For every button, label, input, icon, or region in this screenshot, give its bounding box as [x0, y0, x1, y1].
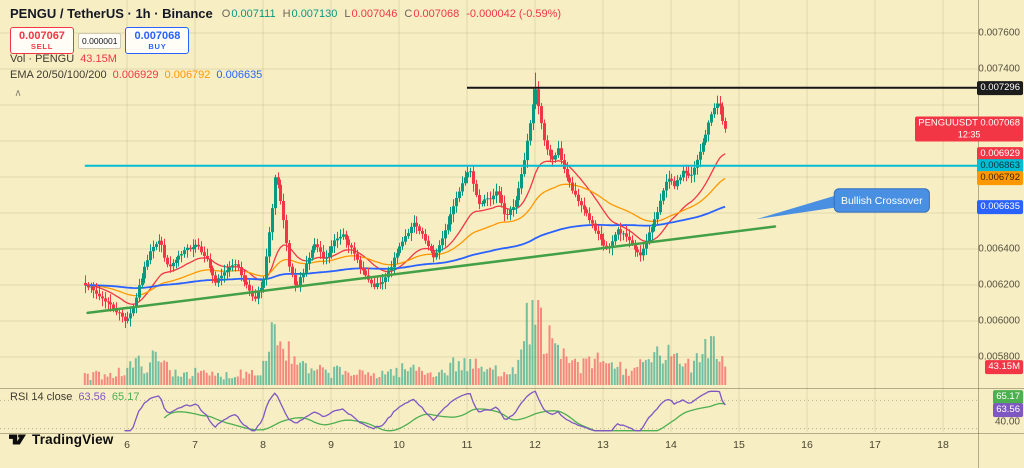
- tradingview-logo-text: TradingView: [32, 432, 114, 447]
- ema-50-line: [84, 177, 726, 297]
- rsi-tick-40.00: 40.00: [994, 416, 1020, 428]
- title-row: PENGU / TetherUS · 1h · Binance O0.00711…: [10, 6, 561, 21]
- symbol-title[interactable]: PENGU / TetherUS · 1h · Binance: [10, 6, 213, 21]
- time-tick-16: 16: [801, 439, 813, 451]
- rsi-badge-65.17: 65.17: [993, 389, 1023, 404]
- price-tick-0.007400: 0.007400: [978, 63, 1020, 75]
- volume-legend[interactable]: Vol · PENGU 43.15M: [10, 53, 117, 65]
- ohlc-l: L0.007046: [344, 7, 398, 20]
- price-change: -0.000042 (-0.59%): [466, 7, 562, 20]
- ema-200-line: [84, 205, 726, 290]
- volume-badge: 43.15M: [985, 359, 1023, 374]
- rsi-pane: [0, 390, 978, 432]
- price-tick-0.005800: 0.005800: [978, 351, 1020, 363]
- time-tick-8: 8: [260, 439, 266, 451]
- time-tick-13: 13: [597, 439, 609, 451]
- time-axis[interactable]: 6 7 8 9 10 11 12 13 14 15 16 17 18: [0, 433, 978, 468]
- candles: [84, 72, 727, 328]
- price-tick-0.006000: 0.006000: [978, 315, 1020, 327]
- buy-price: 0.007068: [134, 30, 181, 42]
- sell-label: SELL: [30, 41, 54, 51]
- rsi-legend-values: 63.56 65.17: [78, 391, 145, 403]
- time-tick-11: 11: [461, 439, 473, 451]
- time-tick-10: 10: [393, 439, 405, 451]
- ema-value-0: 0.006929: [112, 69, 159, 81]
- ema-lines: [84, 153, 726, 305]
- time-tick-18: 18: [937, 439, 949, 451]
- volume-legend-label: Vol · PENGU: [10, 53, 75, 65]
- ohlc-h: H0.007130: [282, 7, 338, 20]
- ohlc-c: C0.007068: [404, 7, 460, 20]
- rsi-value-0: 63.56: [78, 391, 106, 403]
- price-tick-0.006200: 0.006200: [978, 279, 1020, 291]
- rsi-legend[interactable]: RSI 14 close 63.56 65.17: [10, 391, 145, 403]
- tradingview-logo[interactable]: TradingView: [8, 430, 113, 449]
- ema-value-1: 0.006792: [164, 69, 211, 81]
- spread-value: 0.000001: [78, 32, 122, 49]
- price-badge-ema200: 0.006635: [977, 199, 1023, 214]
- gridlines: [0, 0, 978, 432]
- ema-legend-values: 0.006929 0.006792 0.006635: [113, 69, 269, 81]
- time-tick-7: 7: [192, 439, 198, 451]
- sell-button[interactable]: 0.007067 SELL: [10, 27, 74, 55]
- callout-text: Bullish Crossover: [841, 195, 923, 207]
- rsi-line: [124, 390, 726, 432]
- price-badge-ema50: 0.006792: [977, 171, 1023, 186]
- time-tick-17: 17: [869, 439, 881, 451]
- price-tick-0.006400: 0.006400: [978, 243, 1020, 255]
- sell-price: 0.007067: [19, 30, 65, 42]
- price-axis[interactable]: 0.007600 0.007400 0.006400 0.006200 0.006000…: [915, 0, 1024, 468]
- rsi-legend-label: RSI 14 close: [10, 391, 73, 403]
- rsi-ma-line: [163, 402, 726, 432]
- price-badge-black-line: 0.007296: [977, 80, 1023, 95]
- price-badge-ema20: 0.006929: [977, 146, 1023, 161]
- rsi-value-1: 65.17: [111, 391, 140, 403]
- ema-value-2: 0.006635: [216, 69, 263, 81]
- ohlc-o: O0.007111: [221, 7, 276, 20]
- trendline-support[interactable]: [86, 225, 777, 315]
- time-tick-9: 9: [328, 439, 334, 451]
- time-tick-15: 15: [733, 439, 745, 451]
- pane-collapse-button[interactable]: ∧: [8, 86, 28, 100]
- ema-legend-label: EMA 20/50/100/200: [10, 69, 107, 81]
- time-tick-12: 12: [529, 439, 541, 451]
- buy-button[interactable]: 0.007068 BUY: [125, 27, 190, 55]
- time-tick-6: 6: [124, 439, 130, 451]
- volume-legend-value: 43.15M: [80, 53, 117, 65]
- buy-label: BUY: [148, 41, 167, 51]
- ohlc-values: O0.007111 H0.007130 L0.007046 C0.007068 -0.0…: [222, 8, 561, 20]
- price-badge-teal-line: 0.006863: [977, 158, 1023, 173]
- price-tick-0.007600: 0.007600: [978, 27, 1020, 39]
- ema-legend[interactable]: EMA 20/50/100/200 0.006929 0.006792 0.0066…: [10, 69, 268, 81]
- rsi-badge-63.56: 63.56: [993, 403, 1023, 417]
- chevron-up-icon: ∧: [14, 87, 22, 99]
- ema-20-line: [84, 153, 726, 305]
- buy-sell-widget: 0.007067 SELL 0.000001 0.007068 BUY: [10, 27, 190, 55]
- time-tick-14: 14: [665, 439, 677, 451]
- callout-bullish-crossover[interactable]: Bullish Crossover: [756, 188, 930, 220]
- volume-bars: [83, 300, 727, 385]
- tradingview-logo-icon: [9, 434, 26, 445]
- price-badge-current: PENGUUSDT 0.007068 12:35: [915, 116, 1023, 142]
